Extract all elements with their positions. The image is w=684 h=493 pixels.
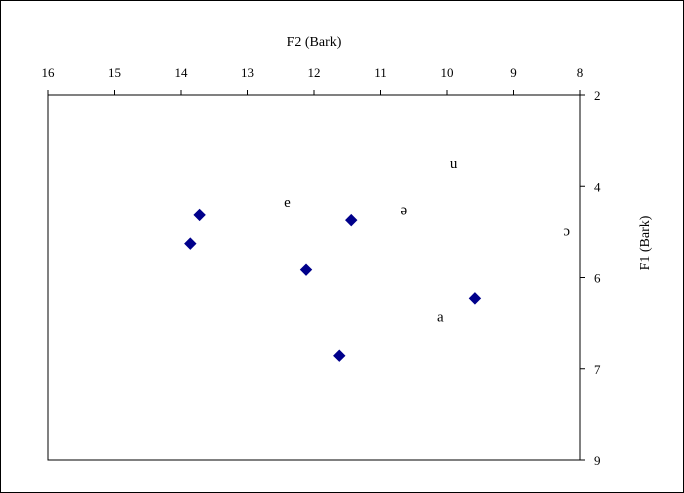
x-tick-label: 12 [308, 65, 321, 80]
x-axis-ticks: 16 15 14 13 12 11 10 9 8 [42, 65, 584, 95]
vowel-label: u [450, 156, 458, 172]
vowel-label: e [284, 195, 291, 211]
y-axis-ticks: 2 4 6 7 9 [580, 88, 601, 468]
vowel-labels: u e ə ɔ a [284, 156, 570, 326]
y-tick-label: 4 [594, 179, 601, 194]
data-point-diamond [468, 292, 482, 305]
y-tick-label: 7 [594, 362, 601, 377]
x-tick-label: 10 [441, 65, 454, 80]
y-tick-label: 9 [594, 453, 601, 468]
data-point-diamond [184, 237, 197, 250]
x-tick-label: 13 [241, 65, 254, 80]
vowel-label: ɔ [563, 224, 570, 240]
data-points [184, 208, 482, 362]
data-point-diamond [299, 263, 313, 276]
x-tick-label: 9 [510, 65, 517, 80]
x-tick-label: 14 [175, 65, 189, 80]
data-point-diamond [333, 349, 346, 362]
x-tick-label: 8 [577, 65, 584, 80]
vowel-label: a [437, 310, 444, 326]
y-tick-label: 6 [594, 271, 601, 286]
x-tick-label: 15 [108, 65, 121, 80]
y-tick-label: 2 [594, 88, 601, 103]
x-tick-label: 16 [42, 65, 56, 80]
data-point-diamond [193, 208, 206, 222]
x-tick-label: 11 [374, 65, 387, 80]
x-axis-title: F2 (Bark) [287, 35, 342, 50]
vowel-label: ə [400, 203, 407, 219]
y-axis-title: F1 (Bark) [638, 215, 653, 270]
data-point-diamond [345, 213, 358, 227]
plot-area [47, 94, 581, 461]
